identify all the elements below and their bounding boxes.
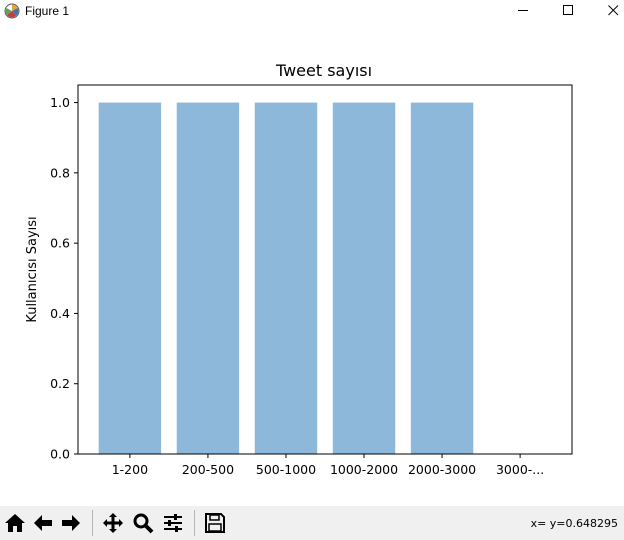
floppy-icon	[205, 513, 225, 533]
toolbar-separator	[194, 510, 195, 536]
x-axis-ticks: 1-200 200-500 500-1000 1000-2000 2000-3000 30…	[112, 454, 544, 477]
x-tick-label: 1000-2000	[330, 462, 398, 477]
minimize-button[interactable]	[500, 0, 546, 22]
close-button[interactable]	[590, 0, 624, 22]
bar-1-200	[98, 102, 162, 455]
bar-200-500	[176, 102, 240, 455]
coordinate-readout: x= y=0.648295	[530, 517, 618, 530]
window-titlebar: Figure 1	[0, 0, 624, 24]
save-button[interactable]	[202, 510, 228, 536]
y-tick-label: 0.0	[50, 447, 70, 462]
y-tick-label: 0.8	[50, 165, 70, 180]
zoom-button[interactable]	[130, 510, 156, 536]
arrow-left-icon	[34, 515, 52, 531]
bar-1000-2000	[332, 102, 396, 455]
x-tick-label: 1-200	[112, 462, 148, 477]
maximize-button[interactable]	[545, 0, 591, 22]
x-tick-label: 2000-3000	[408, 462, 476, 477]
sliders-icon	[164, 514, 182, 532]
bar-500-1000	[254, 102, 318, 455]
magnifier-icon	[133, 513, 154, 534]
y-tick-label: 0.6	[50, 236, 70, 251]
back-button[interactable]	[30, 510, 56, 536]
minimize-icon	[518, 10, 528, 11]
y-tick-label: 0.2	[50, 376, 70, 391]
configure-subplots-button[interactable]	[160, 510, 186, 536]
bar-chart: Tweet sayısı 0.0 0.2 0.4 0.6 0.8 1.0 1-200 200…	[25, 61, 573, 477]
axes-frame	[77, 84, 573, 455]
x-tick-label: 3000-...	[496, 462, 544, 477]
forward-button[interactable]	[58, 510, 84, 536]
close-icon	[608, 5, 619, 16]
matplotlib-icon	[4, 3, 20, 19]
home-button[interactable]	[2, 510, 28, 536]
toolbar-separator	[92, 510, 93, 536]
navigation-toolbar: x= y=0.648295	[0, 506, 624, 540]
y-tick-label: 0.4	[50, 306, 70, 321]
pan-button[interactable]	[100, 510, 126, 536]
bar-2000-3000	[410, 102, 474, 455]
y-axis-ticks: 0.0 0.2 0.4 0.6 0.8 1.0	[50, 95, 78, 462]
arrow-right-icon	[62, 515, 80, 531]
x-tick-label: 200-500	[182, 462, 234, 477]
bars-group	[98, 102, 474, 455]
chart-title: Tweet sayısı	[275, 61, 372, 80]
figure-canvas[interactable]: Tweet sayısı 0.0 0.2 0.4 0.6 0.8 1.0 1-200 200…	[0, 24, 624, 506]
maximize-icon	[563, 5, 573, 15]
y-tick-label: 1.0	[50, 95, 70, 110]
window-title: Figure 1	[25, 4, 70, 18]
home-icon	[5, 514, 25, 532]
x-tick-label: 500-1000	[256, 462, 316, 477]
y-axis-label: Kullanıcısı Sayısı	[25, 216, 40, 322]
move-icon	[103, 513, 123, 533]
